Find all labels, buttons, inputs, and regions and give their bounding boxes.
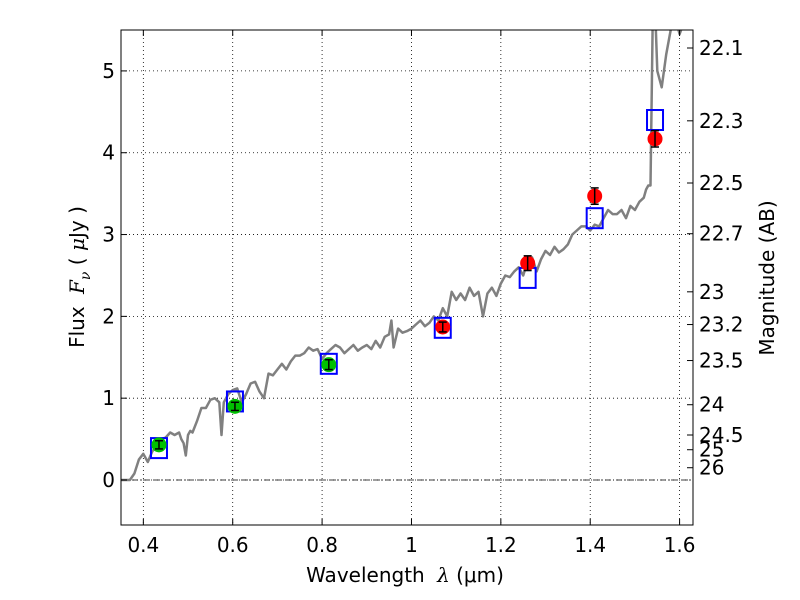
axis-ticks: 0.4 0.6 0.8 1 1.2 1.4 1.601234522.122.322.522.… <box>102 30 744 557</box>
x-tick-label: 1.2 <box>485 533 517 557</box>
model-spectrum-line <box>121 30 683 482</box>
y-tick-label: 3 <box>102 223 115 247</box>
y-tick-label: 5 <box>102 59 115 83</box>
y-axis-label: Flux Fν ( μJy ) <box>65 206 94 348</box>
model-photometry-point <box>646 109 665 131</box>
right-tick-label: 23 <box>699 280 724 304</box>
plot-frame <box>120 29 694 526</box>
right-tick-label: 22.7 <box>699 222 744 246</box>
right-tick-label: 26 <box>699 456 724 480</box>
x-tick-label: 0.4 <box>127 533 159 557</box>
right-tick-label: 23.5 <box>699 349 744 373</box>
x-tick-label: 0.8 <box>306 533 338 557</box>
y-tick-label: 4 <box>102 141 115 165</box>
right-tick-label: 24 <box>699 393 724 417</box>
x-axis-label: Wavelength λ (μm) <box>306 563 504 587</box>
right-tick-label: 22.5 <box>699 171 744 195</box>
model-photometry-point <box>585 207 604 230</box>
x-tick-label: 1.4 <box>574 533 606 557</box>
x-tick-label: 1.6 <box>664 533 696 557</box>
right-tick-label: 23.2 <box>699 313 744 337</box>
right-tick-label: 24.5 <box>699 423 744 447</box>
model-photometry-point <box>433 316 452 339</box>
y-tick-label: 1 <box>102 386 115 410</box>
right-tick-label: 22.3 <box>699 109 744 133</box>
right-tick-label: 22.1 <box>699 36 744 60</box>
x-tick-label: 0.6 <box>217 533 249 557</box>
grid <box>121 30 693 525</box>
right-tick-label: 25 <box>699 438 724 462</box>
model-photometry-point <box>319 352 338 375</box>
y-tick-label: 0 <box>102 468 115 492</box>
x-tick-label: 1 <box>405 533 418 557</box>
y-tick-label: 2 <box>102 304 115 328</box>
y-axis-label-right: Magnitude (AB) <box>755 200 779 355</box>
plot-area <box>121 30 683 482</box>
